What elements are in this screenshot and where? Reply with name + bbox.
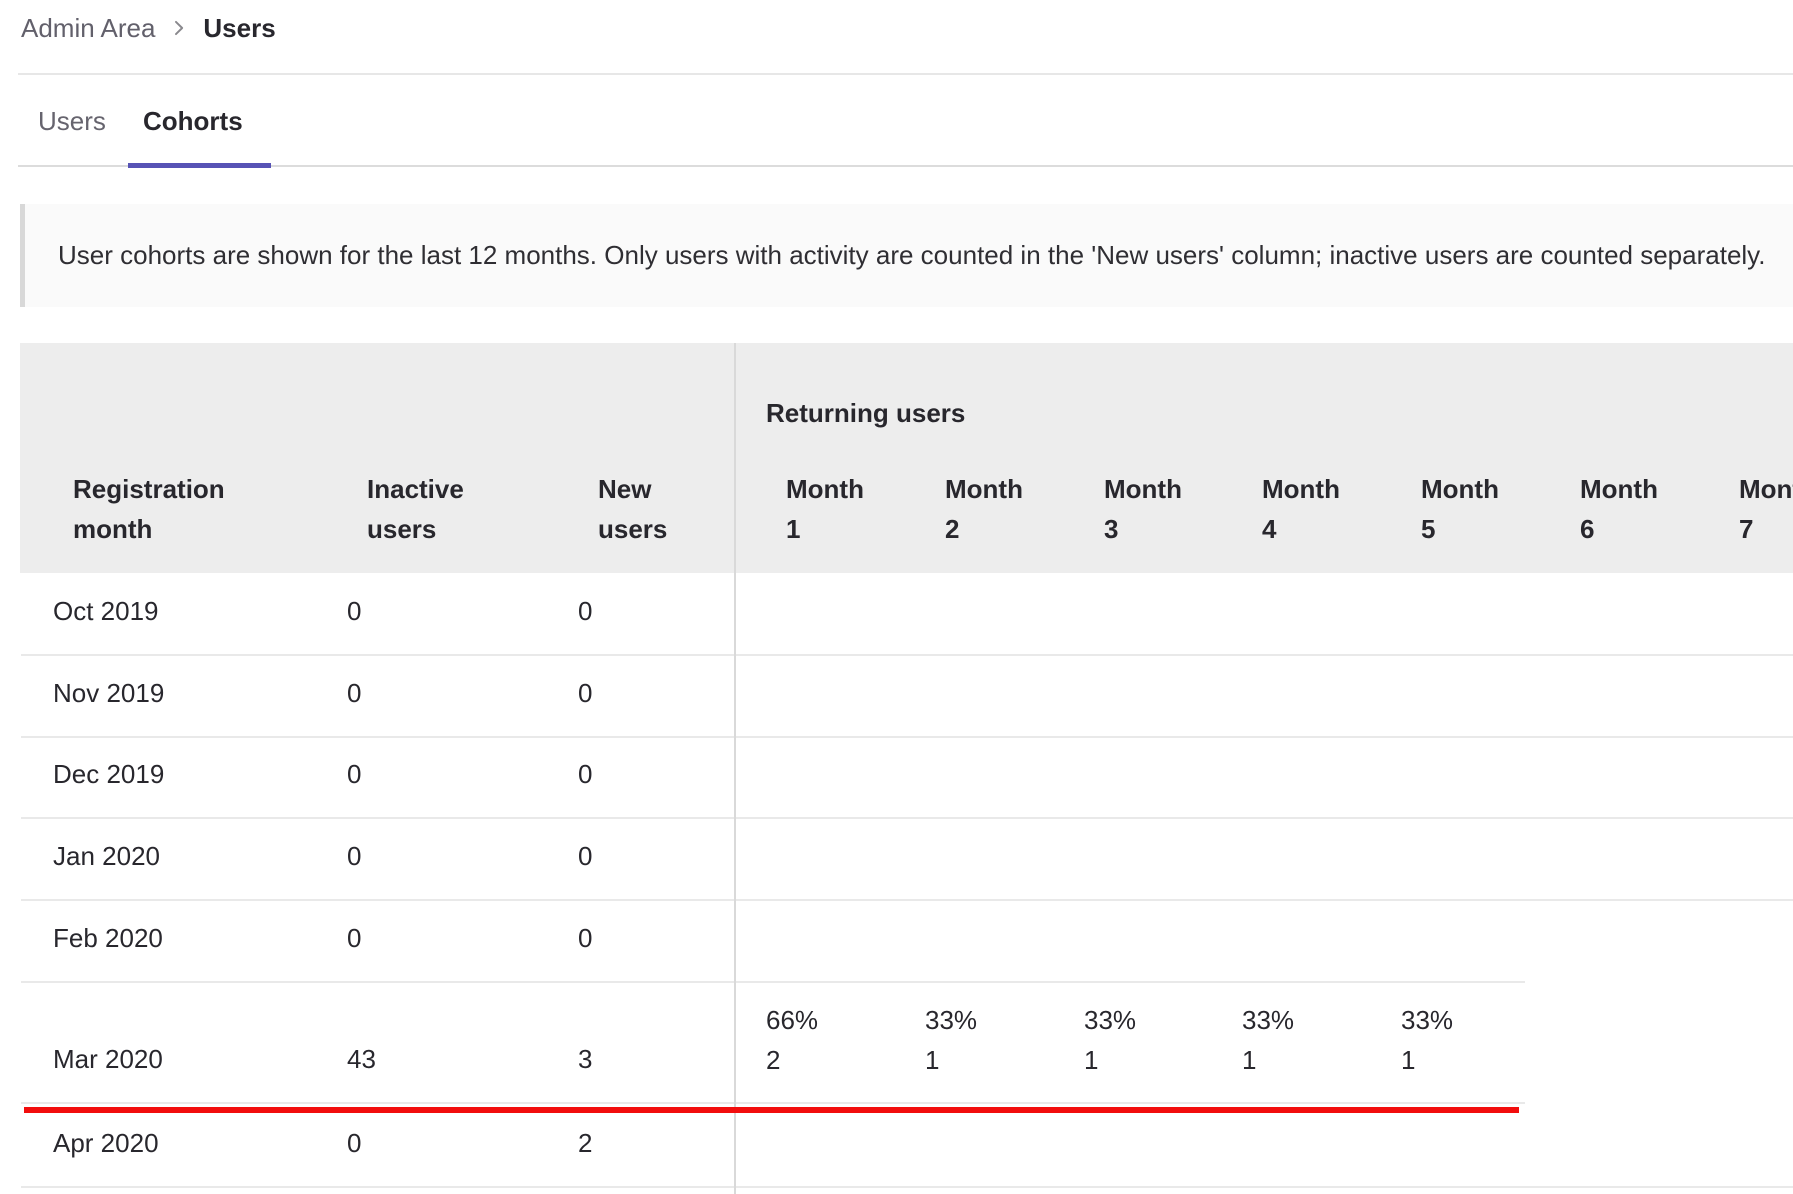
returning-percent: 33% bbox=[1084, 1005, 1137, 1035]
new-users-cell: 0 bbox=[578, 923, 593, 953]
row-divider bbox=[21, 817, 1793, 819]
returning-users-cell-month-4: 33% 1 bbox=[1242, 1000, 1294, 1080]
inactive-users-cell: 0 bbox=[347, 923, 362, 953]
returning-count: 1 bbox=[1242, 1045, 1257, 1075]
registration-month-cell: Jan 2020 bbox=[53, 841, 160, 871]
returning-users-cell-month-1: 66% 2 bbox=[766, 1000, 818, 1080]
column-header-month-5: Month 5 bbox=[1421, 474, 1499, 544]
cohorts-table-header: Registration month Inactive users New us… bbox=[20, 343, 1793, 573]
returning-percent: 33% bbox=[1242, 1005, 1295, 1035]
new-users-cell: 0 bbox=[578, 759, 593, 789]
registration-month-cell: Nov 2019 bbox=[53, 678, 165, 708]
returning-count: 1 bbox=[925, 1045, 940, 1075]
cohorts-info-text: User cohorts are shown for the last 12 m… bbox=[58, 240, 1766, 270]
column-header-new-users: New users bbox=[598, 474, 668, 544]
registration-month-cell: Feb 2020 bbox=[53, 923, 163, 953]
column-header-month-4: Month 4 bbox=[1262, 474, 1340, 544]
registration-month-cell: Apr 2020 bbox=[53, 1128, 159, 1158]
returning-percent: 66% bbox=[766, 1005, 819, 1035]
table-row-nov-2019: Nov 2019 0 0 bbox=[0, 654, 1793, 736]
returning-count: 1 bbox=[1401, 1045, 1416, 1075]
column-header-month-2: Month 2 bbox=[945, 474, 1023, 544]
row-divider-partial bbox=[21, 981, 1525, 983]
returning-percent: 33% bbox=[1401, 1005, 1454, 1035]
column-header-month-7: Month 7 bbox=[1739, 474, 1793, 544]
returning-users-group-header: Returning users bbox=[766, 398, 966, 428]
returning-users-cell-month-2: 33% 1 bbox=[925, 1000, 977, 1080]
inactive-users-cell: 0 bbox=[347, 759, 362, 789]
row-divider bbox=[21, 654, 1793, 656]
table-row-apr-2020: Apr 2020 0 2 bbox=[0, 1113, 1793, 1186]
cohorts-info-banner: User cohorts are shown for the last 12 m… bbox=[20, 204, 1793, 307]
table-row-jan-2020: Jan 2020 0 0 bbox=[0, 817, 1793, 899]
new-users-cell: 3 bbox=[578, 1044, 593, 1074]
row-divider-partial bbox=[21, 1102, 1525, 1104]
tabs-divider bbox=[18, 165, 1793, 167]
annotation-red-line bbox=[24, 1107, 1519, 1113]
breadcrumb-admin-area-link[interactable]: Admin Area bbox=[21, 12, 156, 43]
inactive-users-cell: 0 bbox=[347, 841, 362, 871]
new-users-cell: 2 bbox=[578, 1128, 593, 1158]
inactive-users-cell: 43 bbox=[347, 1044, 376, 1074]
registration-month-cell: Mar 2020 bbox=[53, 1044, 163, 1074]
new-users-cell: 0 bbox=[578, 596, 593, 626]
column-header-inactive-users: Inactive users bbox=[367, 474, 464, 544]
inactive-users-cell: 0 bbox=[347, 678, 362, 708]
table-vertical-divider bbox=[734, 343, 736, 1194]
table-row-dec-2019: Dec 2019 0 0 bbox=[0, 736, 1793, 817]
row-divider bbox=[21, 899, 1793, 901]
breadcrumb: Admin Area Users bbox=[21, 13, 276, 43]
table-row-mar-2020: Mar 2020 43 3 66% 2 33% 1 33% 1 33% 1 33% 1 bbox=[0, 981, 1793, 1102]
registration-month-cell: Dec 2019 bbox=[53, 759, 165, 789]
new-users-cell: 0 bbox=[578, 841, 593, 871]
returning-users-cell-month-5: 33% 1 bbox=[1401, 1000, 1453, 1080]
returning-percent: 33% bbox=[925, 1005, 978, 1035]
chevron-right-icon bbox=[168, 17, 190, 39]
column-header-month-1: Month 1 bbox=[786, 474, 864, 544]
new-users-cell: 0 bbox=[578, 678, 593, 708]
registration-month-cell: Oct 2019 bbox=[53, 596, 159, 626]
inactive-users-cell: 0 bbox=[347, 1128, 362, 1158]
table-row-oct-2019: Oct 2019 0 0 bbox=[0, 573, 1793, 654]
returning-users-cell-month-3: 33% 1 bbox=[1084, 1000, 1136, 1080]
breadcrumb-divider bbox=[18, 73, 1793, 75]
column-header-registration-month: Registration month bbox=[73, 474, 225, 544]
row-divider bbox=[21, 1186, 1793, 1188]
row-divider bbox=[21, 736, 1793, 738]
column-header-month-3: Month 3 bbox=[1104, 474, 1182, 544]
breadcrumb-users-current: Users bbox=[203, 12, 276, 43]
inactive-users-cell: 0 bbox=[347, 596, 362, 626]
tab-cohorts[interactable]: Cohorts bbox=[143, 106, 243, 136]
returning-count: 2 bbox=[766, 1045, 781, 1075]
table-row-feb-2020: Feb 2020 0 0 bbox=[0, 899, 1793, 981]
column-header-month-6: Month 6 bbox=[1580, 474, 1658, 544]
active-tab-indicator bbox=[128, 163, 271, 168]
returning-count: 1 bbox=[1084, 1045, 1099, 1075]
tab-users[interactable]: Users bbox=[38, 106, 106, 136]
